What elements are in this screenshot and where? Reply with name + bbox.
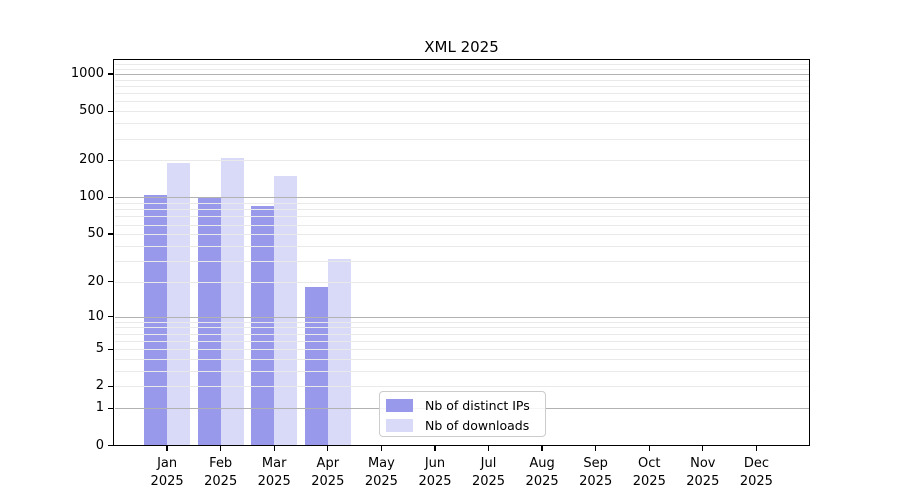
gridline-minor-500	[114, 111, 809, 113]
gridline-minor-700	[114, 93, 809, 95]
x-tick-mark-jan-2025	[166, 446, 168, 451]
gridline-major-1000	[114, 74, 809, 75]
x-tick-mark-nov-2025	[702, 446, 704, 451]
y-tick-mark-2	[108, 385, 113, 388]
gridline-minor-50	[114, 234, 809, 236]
gridline-minor-2	[114, 386, 809, 388]
x-tick-mark-oct-2025	[648, 446, 650, 451]
y-tick-mark-500	[108, 110, 113, 112]
legend-item-downloads: Nb of downloads	[386, 417, 530, 433]
gridline-minor-30	[114, 260, 809, 262]
bar-nb-of-distinct-ips-feb-2025	[197, 197, 221, 446]
gridline-minor-9	[114, 321, 809, 323]
bar-nb-of-downloads-jan-2025	[167, 163, 191, 446]
y-tick-label-5: 5	[95, 341, 104, 357]
x-tick-label-feb-2025: Feb 2025	[204, 456, 238, 489]
gridline-minor-600	[114, 101, 809, 103]
gridline-minor-90	[114, 202, 809, 204]
x-tick-mark-feb-2025	[220, 446, 222, 451]
legend-label-distinct-ips: Nb of distinct IPs	[425, 397, 530, 413]
gridline-minor-1200	[114, 64, 809, 66]
gridline-minor-40	[114, 245, 809, 247]
bar-nb-of-distinct-ips-apr-2025	[304, 287, 328, 446]
x-tick-label-sep-2025: Sep 2025	[579, 456, 613, 489]
gridline-minor-8	[114, 327, 809, 329]
legend-swatch-distinct-ips	[386, 398, 413, 412]
x-tick-label-jan-2025: Jan 2025	[150, 456, 184, 489]
gridline-minor-4	[114, 359, 809, 360]
gridline-minor-800	[114, 86, 809, 87]
legend-item-distinct-ips: Nb of distinct IPs	[386, 397, 530, 413]
y-tick-label-500: 500	[79, 103, 104, 119]
gridline-minor-7	[114, 333, 809, 335]
legend-swatch-downloads	[386, 418, 413, 432]
y-tick-label-0: 0	[95, 437, 104, 453]
bar-nb-of-downloads-apr-2025	[327, 259, 351, 446]
legend: Nb of distinct IPs Nb of downloads	[379, 391, 546, 437]
gridline-major-100	[114, 197, 809, 199]
x-tick-mark-jun-2025	[434, 446, 436, 451]
gridline-major-10	[114, 316, 809, 318]
gridline-minor-200	[114, 160, 809, 162]
y-tick-mark-1	[108, 407, 113, 409]
gridline-minor-400	[114, 123, 809, 125]
gridline-minor-3	[114, 371, 809, 372]
x-tick-label-jul-2025: Jul 2025	[471, 456, 506, 489]
y-tick-label-1: 1	[95, 400, 104, 416]
y-tick-label-100: 100	[79, 189, 104, 205]
y-tick-mark-0	[108, 444, 113, 447]
legend-label-downloads: Nb of downloads	[425, 417, 530, 433]
gridline-minor-1100	[114, 68, 809, 70]
x-tick-mark-mar-2025	[273, 446, 275, 451]
gridline-minor-5	[114, 349, 809, 351]
gridline-minor-80	[114, 209, 809, 211]
gridline-minor-6	[114, 340, 809, 342]
y-tick-mark-200	[108, 159, 113, 161]
y-tick-label-50: 50	[87, 226, 104, 242]
y-tick-label-200: 200	[79, 152, 104, 168]
gridline-minor-300	[114, 138, 809, 140]
x-tick-label-nov-2025: Nov 2025	[686, 456, 720, 489]
y-tick-mark-50	[108, 233, 113, 235]
gridline-minor-70	[114, 216, 809, 218]
chart-title: XML 2025	[424, 38, 499, 56]
x-tick-mark-may-2025	[380, 446, 383, 451]
y-tick-mark-20	[108, 281, 113, 283]
bar-nb-of-downloads-mar-2025	[274, 175, 298, 446]
x-tick-mark-aug-2025	[541, 446, 543, 451]
x-tick-mark-jul-2025	[487, 446, 490, 451]
x-tick-label-mar-2025: Mar 2025	[257, 456, 291, 489]
y-tick-mark-1000	[108, 73, 113, 75]
x-tick-mark-apr-2025	[327, 446, 329, 451]
y-tick-mark-100	[108, 196, 113, 198]
y-tick-label-2: 2	[95, 378, 104, 394]
x-tick-mark-sep-2025	[595, 446, 597, 451]
gridline-minor-900	[114, 79, 809, 81]
gridline-minor-60	[114, 224, 809, 226]
bar-nb-of-distinct-ips-jan-2025	[144, 194, 168, 446]
y-tick-label-1000: 1000	[70, 66, 104, 81]
x-tick-label-may-2025: May 2025	[364, 456, 398, 489]
y-tick-label-10: 10	[87, 308, 104, 324]
bar-nb-of-downloads-feb-2025	[220, 157, 244, 446]
x-tick-mark-dec-2025	[755, 446, 758, 451]
gridline-minor-20	[114, 281, 809, 283]
bar-nb-of-distinct-ips-mar-2025	[251, 206, 275, 446]
x-tick-label-dec-2025: Dec 2025	[739, 456, 773, 489]
x-tick-label-apr-2025: Apr 2025	[311, 456, 345, 489]
y-tick-mark-5	[108, 348, 113, 350]
x-tick-label-aug-2025: Aug 2025	[525, 456, 559, 489]
y-tick-mark-10	[108, 315, 113, 318]
x-tick-label-oct-2025: Oct 2025	[632, 456, 666, 489]
y-tick-label-20: 20	[87, 273, 104, 289]
x-tick-label-jun-2025: Jun 2025	[418, 456, 452, 489]
